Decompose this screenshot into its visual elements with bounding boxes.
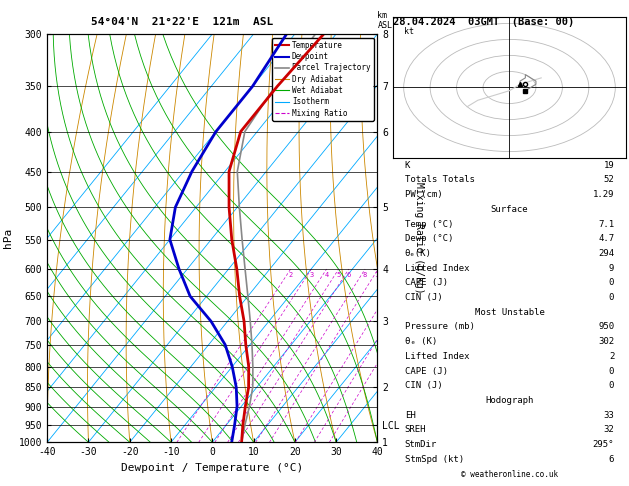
- Text: EH: EH: [405, 411, 416, 419]
- Text: CIN (J): CIN (J): [405, 381, 442, 390]
- Text: km
ASL: km ASL: [377, 11, 392, 30]
- Text: CAPE (J): CAPE (J): [405, 278, 448, 287]
- Text: 8: 8: [363, 272, 367, 278]
- Text: 950: 950: [598, 322, 614, 331]
- Text: 6: 6: [609, 455, 614, 464]
- Text: 7.1: 7.1: [598, 220, 614, 228]
- Text: 54°04'N  21°22'E  121m  ASL: 54°04'N 21°22'E 121m ASL: [91, 17, 274, 27]
- Text: 32: 32: [603, 425, 614, 434]
- Text: © weatheronline.co.uk: © weatheronline.co.uk: [461, 469, 558, 479]
- Text: 0: 0: [609, 278, 614, 287]
- Text: Lifted Index: Lifted Index: [405, 352, 469, 361]
- Text: Most Unstable: Most Unstable: [474, 308, 545, 317]
- Text: Pressure (mb): Pressure (mb): [405, 322, 475, 331]
- Text: Temp (°C): Temp (°C): [405, 220, 453, 228]
- Text: 9: 9: [609, 264, 614, 273]
- Text: 3: 3: [309, 272, 313, 278]
- Legend: Temperature, Dewpoint, Parcel Trajectory, Dry Adiabat, Wet Adiabat, Isotherm, Mi: Temperature, Dewpoint, Parcel Trajectory…: [272, 38, 374, 121]
- Text: 6: 6: [347, 272, 351, 278]
- Text: StmDir: StmDir: [405, 440, 437, 449]
- Text: Lifted Index: Lifted Index: [405, 264, 469, 273]
- Text: CAPE (J): CAPE (J): [405, 366, 448, 376]
- Text: 28.04.2024  03GMT  (Base: 00): 28.04.2024 03GMT (Base: 00): [393, 17, 574, 27]
- Text: kt: kt: [404, 27, 414, 35]
- Text: CIN (J): CIN (J): [405, 293, 442, 302]
- Text: 19: 19: [603, 161, 614, 170]
- Text: K: K: [405, 161, 410, 170]
- Text: Hodograph: Hodograph: [486, 396, 533, 405]
- Text: 1.29: 1.29: [593, 190, 614, 199]
- Text: 0: 0: [609, 293, 614, 302]
- Text: 0: 0: [609, 381, 614, 390]
- Text: 4.7: 4.7: [598, 234, 614, 243]
- Text: Surface: Surface: [491, 205, 528, 214]
- Text: SREH: SREH: [405, 425, 426, 434]
- Text: 52: 52: [603, 175, 614, 185]
- Text: θₑ(K): θₑ(K): [405, 249, 431, 258]
- Text: 2: 2: [609, 352, 614, 361]
- Text: Totals Totals: Totals Totals: [405, 175, 475, 185]
- Text: 10: 10: [374, 272, 382, 278]
- Text: 294: 294: [598, 249, 614, 258]
- Text: 5: 5: [337, 272, 341, 278]
- Text: θₑ (K): θₑ (K): [405, 337, 437, 346]
- Y-axis label: hPa: hPa: [3, 228, 13, 248]
- Text: 2: 2: [289, 272, 292, 278]
- Text: Dewp (°C): Dewp (°C): [405, 234, 453, 243]
- Y-axis label: Mixing Ratio (g/kg): Mixing Ratio (g/kg): [414, 182, 424, 294]
- Text: 302: 302: [598, 337, 614, 346]
- Text: 0: 0: [609, 366, 614, 376]
- Text: 4: 4: [325, 272, 329, 278]
- Text: PW (cm): PW (cm): [405, 190, 442, 199]
- Text: StmSpd (kt): StmSpd (kt): [405, 455, 464, 464]
- Text: 33: 33: [603, 411, 614, 419]
- Text: 295°: 295°: [593, 440, 614, 449]
- X-axis label: Dewpoint / Temperature (°C): Dewpoint / Temperature (°C): [121, 463, 303, 473]
